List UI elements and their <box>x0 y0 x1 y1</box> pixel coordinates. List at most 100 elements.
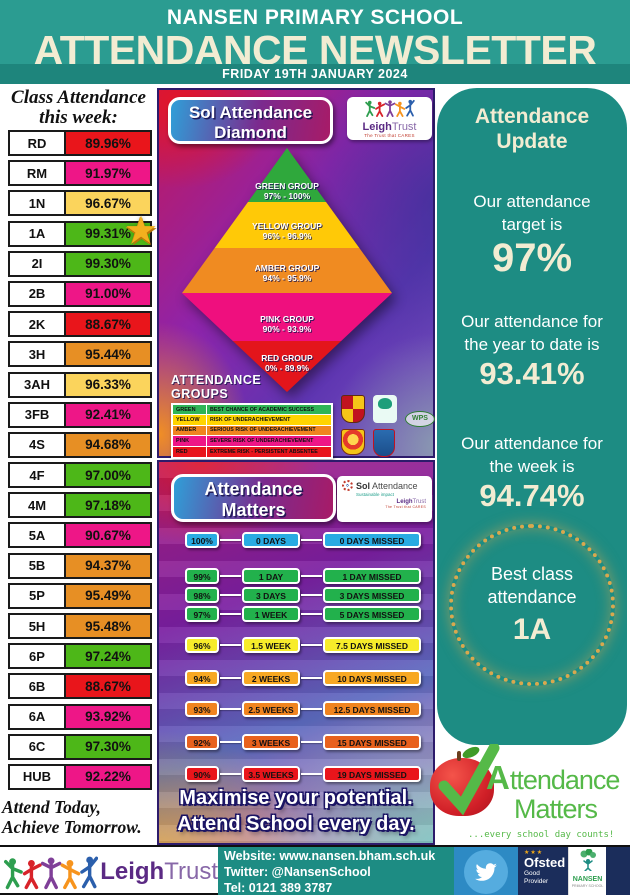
leightrust-wordmark: LeighTrust <box>362 121 417 133</box>
school-name: NANSEN PRIMARY SCHOOL <box>166 6 464 29</box>
class-attendance-row: 6A 93.92% <box>8 703 152 730</box>
class-name-cell: 5H <box>10 615 66 637</box>
days-missed-box: 1 DAY MISSED <box>323 568 421 584</box>
class-name-cell: 6B <box>10 675 66 698</box>
days-missed-row: 90% 3.5 WEEKS 19 DAYS MISSED <box>185 766 421 782</box>
diamond-band <box>182 248 392 294</box>
class-attendance-row: 5H 95.48% <box>8 613 152 639</box>
connector-line <box>220 773 241 775</box>
best-class-value: 1A <box>512 613 552 646</box>
connector-line <box>301 594 322 596</box>
class-attendance-row: 2B 91.00% <box>8 280 152 307</box>
days-missed-row: 97% 1 WEEK 5 DAYS MISSED <box>185 606 421 622</box>
percentage-box: 100% <box>185 532 219 548</box>
class-name-cell: 2I <box>10 252 66 275</box>
class-attendance-row: 5B 94.37% <box>8 552 152 579</box>
days-missed-chart: 100% 0 DAYS 0 DAYS MISSED 99% 1 DAY 1 DAY MIS… <box>185 532 421 782</box>
connector-line <box>220 575 241 577</box>
percentage-box: 93% <box>185 701 219 717</box>
duration-box: 2 WEEKS <box>242 670 300 686</box>
class-percentage-cell: 95.49% <box>66 584 150 607</box>
twitter-tile <box>454 847 518 895</box>
percentage-box: 97% <box>185 606 219 622</box>
class-percentage-cell: 96.33% <box>66 373 150 396</box>
class-percentage-cell: 91.00% <box>66 282 150 305</box>
class-name-cell: 2B <box>10 282 66 305</box>
class-attendance-row: 2K 88.67% <box>8 311 152 338</box>
sol-wordmark: Sol Attendance <box>356 480 418 491</box>
diamond-panel-title: Sol Attendance Diamond <box>168 97 333 144</box>
newsletter-title: ATTENDANCE NEWSLETTER <box>33 27 597 73</box>
percentage-box: 90% <box>185 766 219 782</box>
update-panel-title: Attendance Update <box>474 105 590 153</box>
legend-group-desc: SERIOUS RISK OF UNDERACHIEVEMENT <box>207 425 331 436</box>
target-value: 97% <box>491 236 573 280</box>
ofsted-stars-icon: ★★★ <box>524 850 544 856</box>
ytd-value: 93.41% <box>479 356 585 391</box>
connector-line <box>301 741 322 743</box>
legend-row: AMBER SERIOUS RISK OF UNDERACHIEVEMENT <box>173 425 331 437</box>
class-attendance-row: 5A 90.67% <box>8 522 152 549</box>
class-attendance-row: 3H 95.44% <box>8 341 152 368</box>
connector-line <box>220 539 241 541</box>
class-attendance-row: 4F 97.00% <box>8 462 152 489</box>
days-missed-row: 93% 2.5 WEEKS 12.5 DAYS MISSED <box>185 701 421 717</box>
class-percentage-cell: 88.67% <box>66 675 150 698</box>
class-name-cell: RD <box>10 132 66 154</box>
class-attendance-row: 6B 88.67% <box>8 673 152 700</box>
diamond-group-label: YELLOW GROUP 96% - 96.9% <box>252 221 322 242</box>
connector-line <box>301 708 322 710</box>
class-attendance-row: RM 91.97% <box>8 160 152 187</box>
class-name-cell: 1N <box>10 192 66 215</box>
legend-row: GREEN BEST CHANCE OF ACADEMIC SUCCESS <box>173 405 331 416</box>
matters-panel-title: Attendance Matters <box>171 474 336 522</box>
website-line: Website: www.nansen.bham.sch.uk <box>224 849 436 863</box>
class-name-cell: 4F <box>10 464 66 487</box>
legend-group-name: YELLOW <box>173 415 207 425</box>
connector-line <box>220 613 241 615</box>
class-name-cell: 5B <box>10 554 66 577</box>
nansen-school-logo: NANSEN PRIMARY SCHOOL <box>568 847 606 895</box>
class-percentage-cell: 88.67% <box>66 313 150 336</box>
diamond-group-label: AMBER GROUP 94% - 95.9% <box>254 262 320 283</box>
class-percentage-cell: 97.00% <box>66 464 150 487</box>
class-percentage-cell: 99.30% <box>66 252 150 275</box>
connector-line <box>220 644 241 646</box>
days-missed-box: 19 DAYS MISSED <box>323 766 421 782</box>
class-percentage-cell: 99.31% <box>66 222 150 245</box>
school-crests: WPS <box>341 395 435 457</box>
class-name-cell: 3AH <box>10 373 66 396</box>
nansen-crest-icon <box>373 395 397 423</box>
twitter-line: Twitter: @NansenSchool <box>224 865 371 879</box>
class-name-cell: HUB <box>10 765 66 788</box>
class-percentage-cell: 92.41% <box>66 403 150 426</box>
leightrust-mini-logo: LeighTrust The Trust that CARES <box>385 499 426 509</box>
class-attendance-table: RD 89.96% RM 91.97% 1N 96.67% 1A 99.31% 2I 99.30%… <box>8 130 152 794</box>
legend-group-desc: BEST CHANCE OF ACADEMIC SUCCESS <box>207 405 331 415</box>
class-percentage-cell: 91.97% <box>66 162 150 185</box>
legend-row: RED EXTREME RISK - PERSISTENT ABSENTEE <box>173 446 331 457</box>
duration-box: 3.5 WEEKS <box>242 766 300 782</box>
school-crest-shield-icon <box>341 395 365 423</box>
class-attendance-row: 4M 97.18% <box>8 492 152 519</box>
class-percentage-cell: 93.92% <box>66 705 150 728</box>
phone-line: Tel: 0121 389 3787 <box>224 881 333 895</box>
percentage-box: 99% <box>185 568 219 584</box>
class-percentage-cell: 94.37% <box>66 554 150 577</box>
class-percentage-cell: 94.68% <box>66 433 150 456</box>
legend-group-name: GREEN <box>173 405 207 415</box>
class-name-cell: 2K <box>10 313 66 336</box>
leightrust-figures-icon <box>4 856 99 890</box>
class-attendance-heading: Class Attendance this week: <box>11 87 146 128</box>
days-missed-box: 12.5 DAYS MISSED <box>323 701 421 717</box>
duration-box: 1 WEEK <box>242 606 300 622</box>
newsletter-date: FRIDAY 19TH JANUARY 2024 <box>0 64 630 84</box>
days-missed-row: 99% 1 DAY 1 DAY MISSED <box>185 568 421 584</box>
wps-crest-icon: WPS <box>405 411 435 427</box>
connector-line <box>301 613 322 615</box>
class-attendance-row: 6P 97.24% <box>8 643 152 670</box>
diamond-group-label: RED GROUP 0% - 89.9% <box>261 352 313 373</box>
connector-line <box>301 539 322 541</box>
class-attendance-row: HUB 92.22% <box>8 763 152 790</box>
percentage-box: 98% <box>185 587 219 603</box>
